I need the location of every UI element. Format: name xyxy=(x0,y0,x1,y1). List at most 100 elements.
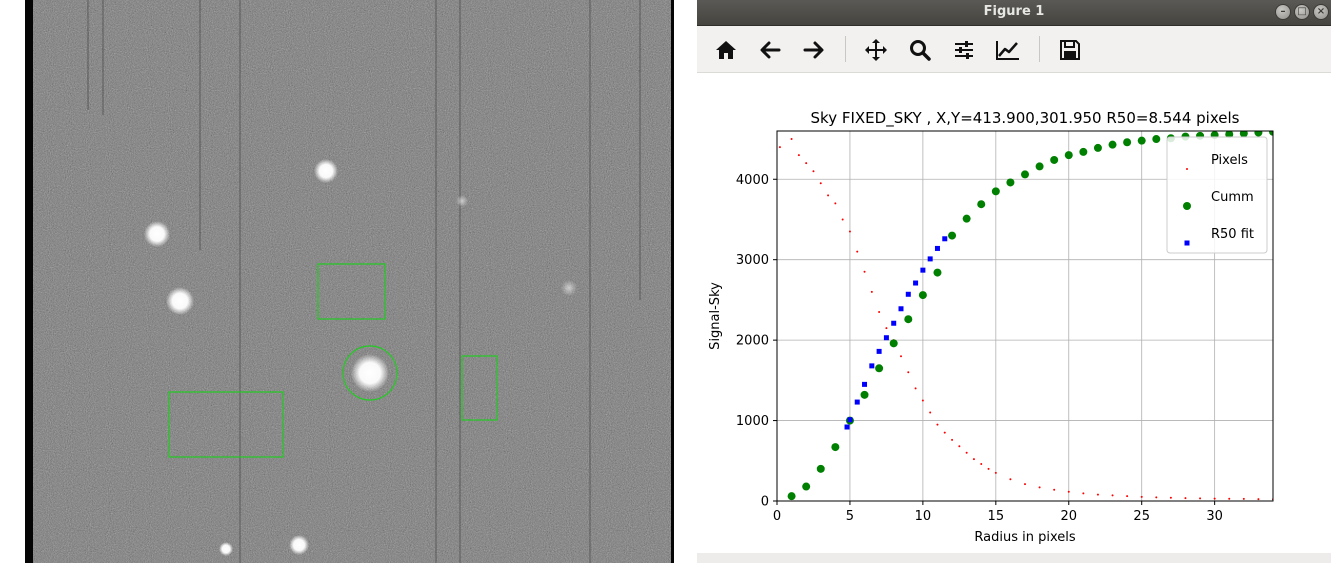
data-point xyxy=(994,471,997,474)
zoom-button[interactable] xyxy=(905,35,935,65)
close-button[interactable]: × xyxy=(1313,4,1329,20)
data-point xyxy=(802,482,811,491)
data-point xyxy=(860,390,869,399)
data-point xyxy=(1225,131,1234,139)
faint-star xyxy=(456,195,468,207)
toolbar-separator xyxy=(845,36,846,62)
sky-box-right[interactable] xyxy=(461,355,498,421)
data-point xyxy=(812,170,815,173)
plot-canvas[interactable]: 0 5 10 15 20 25 30 0 1000 2000 3000 4000 Sky FIXED_… xyxy=(697,73,1331,553)
pan-button[interactable] xyxy=(861,35,891,65)
radial-profile-chart[interactable]: 0 5 10 15 20 25 30 0 1000 2000 3000 4000 Sky FIXED_… xyxy=(697,73,1331,553)
aperture-overlays xyxy=(168,263,498,458)
back-button[interactable] xyxy=(755,35,785,65)
window-titlebar[interactable]: Figure 1 – □ × xyxy=(697,0,1331,26)
save-button[interactable] xyxy=(1055,35,1085,65)
data-point xyxy=(951,438,954,441)
data-point xyxy=(885,327,888,330)
data-point xyxy=(943,431,946,434)
legend-marker xyxy=(1183,202,1191,210)
data-point xyxy=(787,492,796,501)
data-point xyxy=(876,348,882,354)
chart-title: Sky FIXED_SKY , X,Y=413.900,301.950 R50=… xyxy=(811,109,1240,128)
x-tick-label: 25 xyxy=(1133,509,1150,524)
data-point xyxy=(1038,486,1041,489)
detector-columns xyxy=(87,0,641,563)
data-point xyxy=(914,387,917,390)
image-border-right xyxy=(671,0,674,563)
data-point xyxy=(889,339,898,348)
legend-label: R50 fit xyxy=(1211,227,1254,242)
data-point xyxy=(1024,483,1026,486)
data-point xyxy=(870,290,873,293)
configure-subplots-button[interactable] xyxy=(949,35,979,65)
image-viewer[interactable] xyxy=(0,0,697,563)
home-button[interactable] xyxy=(711,35,741,65)
data-point xyxy=(918,291,927,300)
y-tick-label: 2000 xyxy=(736,334,769,349)
data-point xyxy=(965,451,968,454)
data-point xyxy=(790,138,793,141)
data-point xyxy=(797,154,800,157)
data-point xyxy=(1079,147,1088,156)
data-point xyxy=(856,250,859,253)
data-point xyxy=(972,458,975,461)
x-tick-label: 10 xyxy=(915,509,932,524)
data-point xyxy=(1184,497,1187,500)
x-tick-label: 20 xyxy=(1060,509,1077,524)
data-point xyxy=(1067,490,1070,493)
data-point xyxy=(991,187,1000,196)
data-point xyxy=(1199,497,1202,500)
data-point xyxy=(942,236,948,242)
data-point xyxy=(962,214,971,223)
forward-button[interactable] xyxy=(799,35,829,65)
data-point xyxy=(816,464,825,473)
figure-window[interactable]: Figure 1 – □ × xyxy=(697,0,1331,563)
data-point xyxy=(875,364,884,373)
sliders-icon xyxy=(955,41,973,59)
data-point xyxy=(933,268,942,277)
data-point xyxy=(1254,131,1263,137)
data-point xyxy=(977,200,986,209)
data-point xyxy=(927,256,933,262)
y-tick-label: 4000 xyxy=(736,173,769,188)
data-point xyxy=(898,306,904,312)
minimize-button[interactable]: – xyxy=(1275,4,1291,20)
edit-axis-button[interactable] xyxy=(993,35,1023,65)
maximize-button[interactable]: □ xyxy=(1294,4,1310,20)
image-noise xyxy=(33,0,671,563)
x-tick-label: 0 xyxy=(773,509,781,524)
data-point xyxy=(1093,143,1102,152)
data-point xyxy=(1228,497,1231,500)
sky-box-left[interactable] xyxy=(168,391,284,458)
data-point xyxy=(1257,498,1260,501)
arrow-right-icon xyxy=(803,41,824,59)
data-point xyxy=(863,270,866,273)
image-margin-left xyxy=(0,0,25,563)
legend-box xyxy=(1166,136,1268,254)
data-point xyxy=(1152,135,1161,144)
astronomical-image[interactable] xyxy=(0,0,697,563)
data-point xyxy=(1126,495,1129,498)
x-tick-label: 5 xyxy=(846,509,854,524)
data-point xyxy=(778,146,781,149)
data-point xyxy=(805,162,808,165)
star xyxy=(219,542,233,556)
data-point xyxy=(1269,131,1273,136)
magnifier-icon xyxy=(910,40,931,61)
data-point xyxy=(904,315,913,324)
data-point xyxy=(1009,478,1012,481)
data-point xyxy=(878,310,881,313)
data-point xyxy=(1242,497,1245,500)
status-bar xyxy=(697,553,1331,563)
data-point xyxy=(936,423,939,426)
photometry-aperture-circle[interactable] xyxy=(342,345,398,401)
home-icon xyxy=(716,41,736,59)
data-point xyxy=(841,218,844,221)
data-point xyxy=(819,182,822,185)
data-point xyxy=(907,371,910,374)
data-point xyxy=(862,381,868,387)
series-r50-fit xyxy=(844,236,948,430)
data-point xyxy=(1053,488,1056,491)
sky-box-top[interactable] xyxy=(317,263,386,320)
